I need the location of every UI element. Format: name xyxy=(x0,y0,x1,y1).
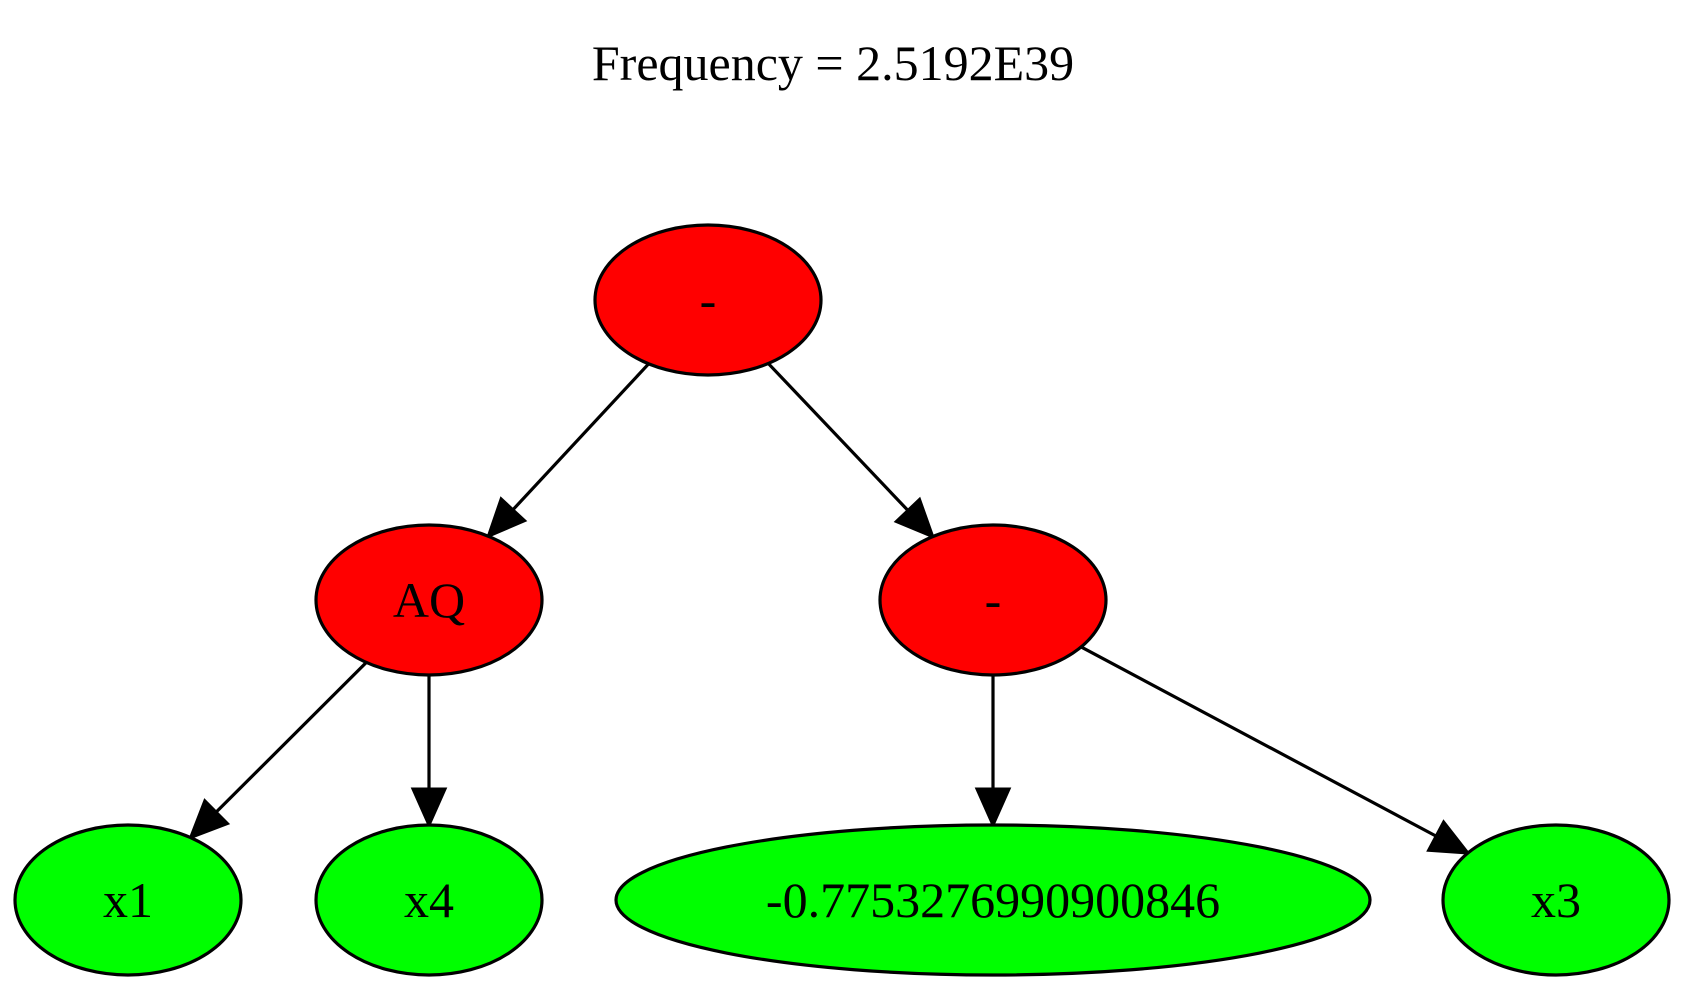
operator-node-shape xyxy=(314,523,544,677)
arrowhead-x1 xyxy=(188,798,231,841)
node-label: x3 xyxy=(1531,872,1581,928)
leaf-node-shape xyxy=(1441,823,1671,977)
operator-node-shape xyxy=(878,523,1108,677)
node-x3: x3 xyxy=(1441,823,1671,977)
operator-node-shape xyxy=(593,223,823,377)
node-const: -0.7753276990900846 xyxy=(614,823,1372,977)
edge-root-to-aq xyxy=(511,362,650,511)
arrowhead-x3 xyxy=(1426,819,1472,855)
node-x1: x1 xyxy=(13,823,243,977)
edge-root-to-minus2 xyxy=(767,362,910,512)
node-aq: AQ xyxy=(314,523,544,677)
arrowhead-aq xyxy=(485,496,528,539)
node-label: - xyxy=(700,272,717,328)
node-label: x1 xyxy=(103,872,153,928)
node-root: - xyxy=(593,223,823,377)
edge-aq-to-x1 xyxy=(215,661,368,814)
node-x4: x4 xyxy=(314,823,544,977)
arrowhead-const xyxy=(974,787,1012,829)
edge-minus2-to-x3 xyxy=(1080,645,1437,838)
arrowhead-x4 xyxy=(410,787,448,829)
node-minus2: - xyxy=(878,523,1108,677)
node-label: AQ xyxy=(393,572,465,628)
nodes-layer: - AQ - x1 x4 -0.7753276990900846 x3 xyxy=(13,223,1671,977)
leaf-node-shape xyxy=(314,823,544,977)
leaf-node-shape xyxy=(13,823,243,977)
node-label: - xyxy=(985,572,1002,628)
diagram-title: Frequency = 2.5192E39 xyxy=(592,35,1074,91)
node-label: -0.7753276990900846 xyxy=(766,872,1220,928)
arrowhead-minus2 xyxy=(893,496,936,540)
node-label: x4 xyxy=(404,872,454,928)
edges-layer xyxy=(188,362,1472,855)
leaf-node-shape xyxy=(614,823,1372,977)
